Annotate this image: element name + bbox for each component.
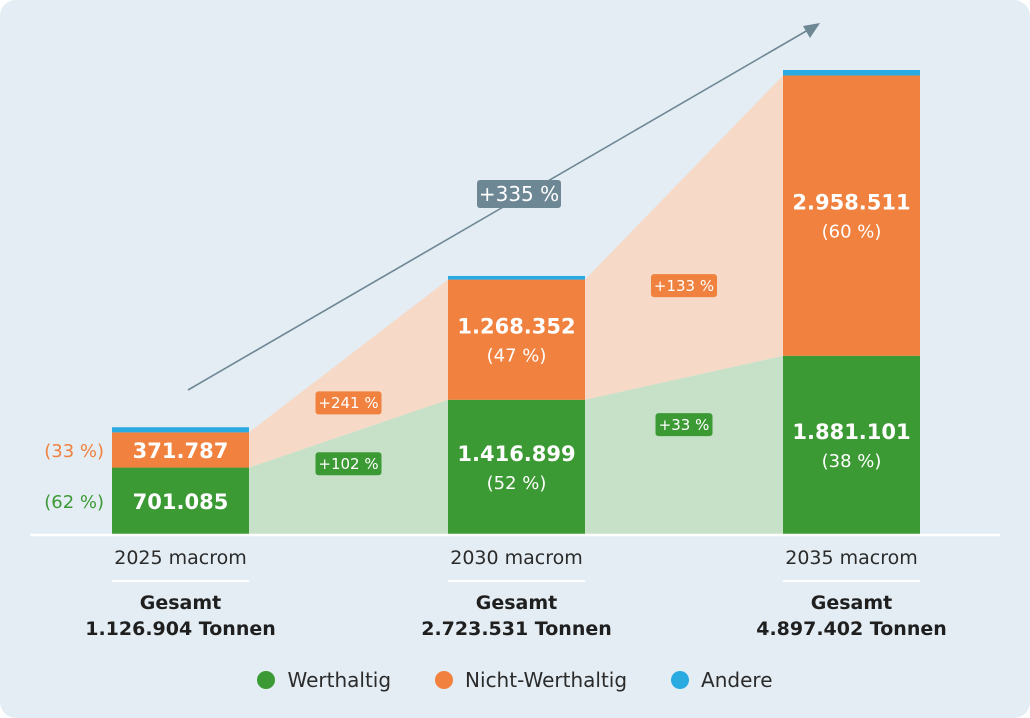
x-tick-label: 2025 macrom — [114, 547, 247, 569]
growth-badge-werthaltig: +102 % — [318, 455, 378, 473]
total-value: 2.723.531 Tonnen — [421, 618, 612, 640]
data-label-werthaltig: 701.085 — [133, 490, 229, 514]
growth-badge-nicht-werthaltig-bg — [315, 391, 382, 415]
legend-label-nicht-werthaltig: Nicht-Werthaltig — [465, 668, 628, 692]
legend-marker-andere — [671, 671, 690, 689]
bar-andere — [783, 70, 920, 76]
data-label-nicht-werthaltig: 2.958.511 — [792, 191, 910, 215]
share-label-nicht-werthaltig: (47 %) — [487, 346, 547, 367]
total-growth-arrow — [187, 29, 809, 391]
bar-nicht-werthaltig — [112, 432, 249, 468]
share-label-nicht-werthaltig: (33 %) — [44, 441, 104, 462]
legend-label-andere: Andere — [701, 668, 773, 692]
growth-badge-werthaltig: +33 % — [659, 416, 710, 434]
bar-andere — [448, 275, 585, 280]
share-label-werthaltig: (62 %) — [44, 492, 104, 513]
werthaltig-growth-band — [585, 355, 783, 534]
arrow-head-icon — [803, 23, 820, 38]
total-growth-badge-bg — [477, 180, 561, 208]
stacked-bar-chart: 701.085 371.787 (62 %) (33 %) 1.416.899 (52 %… — [30, 23, 1000, 640]
share-label-werthaltig: (52 %) — [487, 473, 547, 494]
nicht-werthaltig-growth-band — [249, 279, 448, 468]
data-label-nicht-werthaltig: 1.268.352 — [457, 315, 575, 339]
bar-werthaltig — [448, 399, 585, 534]
total-title: Gesamt — [476, 592, 558, 614]
total-growth-badge: +335 % — [479, 182, 559, 206]
share-label-werthaltig: (38 %) — [822, 451, 882, 472]
bar-nicht-werthaltig — [448, 279, 585, 400]
legend-marker-nicht-werthaltig — [435, 671, 454, 689]
legend-item-andere: Andere — [671, 668, 773, 692]
data-label-werthaltig: 1.881.101 — [792, 420, 910, 444]
share-label-nicht-werthaltig: (60 %) — [822, 222, 882, 243]
growth-badge-nicht-werthaltig-bg — [651, 274, 717, 298]
legend-item-werthaltig: Werthaltig — [257, 668, 391, 692]
legend: Werthaltig Nicht-Werthaltig Andere — [0, 668, 1030, 692]
total-value: 1.126.904 Tonnen — [85, 618, 276, 640]
x-tick-label: 2030 macrom — [450, 547, 583, 569]
bar-werthaltig — [112, 467, 249, 534]
data-label-nicht-werthaltig: 371.787 — [133, 439, 229, 463]
bar-andere — [112, 427, 249, 433]
total-title: Gesamt — [811, 592, 893, 614]
growth-badge-werthaltig-bg — [655, 413, 713, 437]
nicht-werthaltig-growth-band — [585, 75, 783, 400]
legend-marker-werthaltig — [257, 671, 276, 689]
growth-badge-werthaltig-bg — [315, 452, 382, 476]
legend-label-werthaltig: Werthaltig — [287, 668, 392, 692]
legend-item-nicht-werthaltig: Nicht-Werthaltig — [435, 668, 627, 692]
data-label-werthaltig: 1.416.899 — [457, 442, 575, 466]
bar-werthaltig — [783, 355, 920, 534]
growth-badge-nicht-werthaltig: +241 % — [318, 394, 378, 412]
growth-badge-nicht-werthaltig: +133 % — [654, 277, 714, 295]
bar-nicht-werthaltig — [783, 75, 920, 356]
total-value: 4.897.402 Tonnen — [756, 618, 947, 640]
total-title: Gesamt — [140, 592, 222, 614]
x-tick-label: 2035 macrom — [785, 547, 918, 569]
